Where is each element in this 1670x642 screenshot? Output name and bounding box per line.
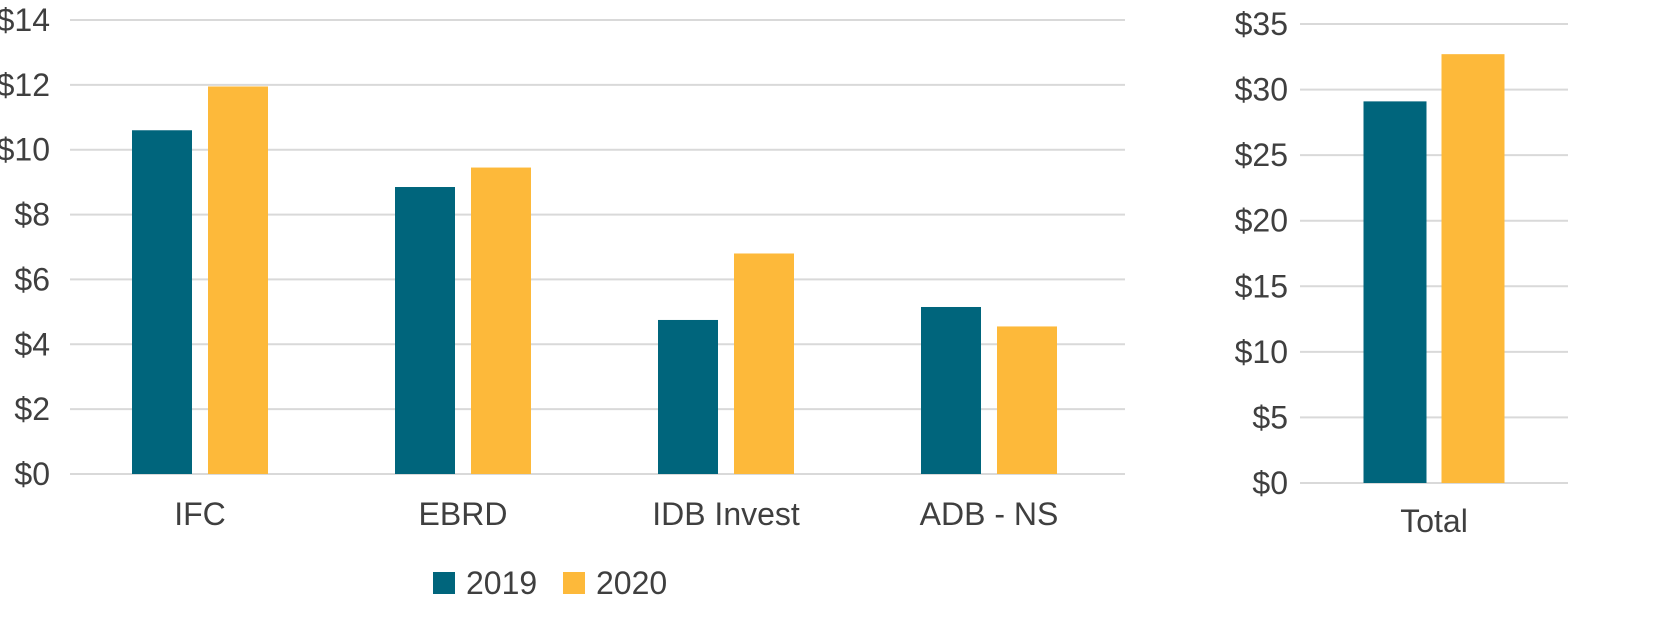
bar-2019-total xyxy=(1363,101,1427,484)
bar-2020-total xyxy=(1441,54,1505,484)
y-tick-label: $14 xyxy=(0,2,50,38)
y-tick-label: $10 xyxy=(1235,334,1288,370)
y-tick-label: $2 xyxy=(14,391,50,427)
left-chart: $0 $2 $4 $6 $8 $10 $12 $14 IFC EBRD IDB Invest ADB … xyxy=(0,2,1125,532)
bar-2020-adb-ns xyxy=(997,326,1057,474)
legend-swatch-2019 xyxy=(433,572,455,594)
bar-2020-ifc xyxy=(208,86,268,474)
y-tick-label: $0 xyxy=(1252,465,1288,501)
bar-2020-idb-invest xyxy=(734,253,794,474)
legend-label-2019: 2019 xyxy=(466,565,537,601)
category-label: Total xyxy=(1400,503,1468,539)
bar-2020-ebrd xyxy=(471,167,531,475)
y-tick-label: $35 xyxy=(1235,6,1288,42)
category-label: EBRD xyxy=(419,496,508,532)
bar-2019-idb-invest xyxy=(658,319,718,474)
y-tick-label: $4 xyxy=(14,326,50,362)
category-label: IFC xyxy=(174,496,226,532)
y-tick-label: $20 xyxy=(1235,203,1288,239)
y-tick-label: $8 xyxy=(14,197,50,233)
legend-label-2020: 2020 xyxy=(596,565,667,601)
bar-2019-adb-ns xyxy=(921,306,981,474)
bar-2019-ifc xyxy=(132,130,192,474)
y-tick-label: $30 xyxy=(1235,72,1288,108)
y-tick-label: $15 xyxy=(1235,268,1288,304)
y-tick-label: $0 xyxy=(14,456,50,492)
y-tick-label: $5 xyxy=(1252,399,1288,435)
category-label: ADB - NS xyxy=(920,496,1059,532)
legend: 2019 2020 xyxy=(433,565,667,601)
category-label: IDB Invest xyxy=(652,496,800,532)
bar-2019-ebrd xyxy=(395,187,455,474)
y-tick-label: $6 xyxy=(14,261,50,297)
right-chart: $0 $5 $10 $15 $20 $25 $30 $35 Total xyxy=(1235,6,1568,539)
legend-swatch-2020 xyxy=(563,572,585,594)
y-tick-label: $12 xyxy=(0,67,50,103)
y-tick-label: $10 xyxy=(0,132,50,168)
y-tick-label: $25 xyxy=(1235,137,1288,173)
